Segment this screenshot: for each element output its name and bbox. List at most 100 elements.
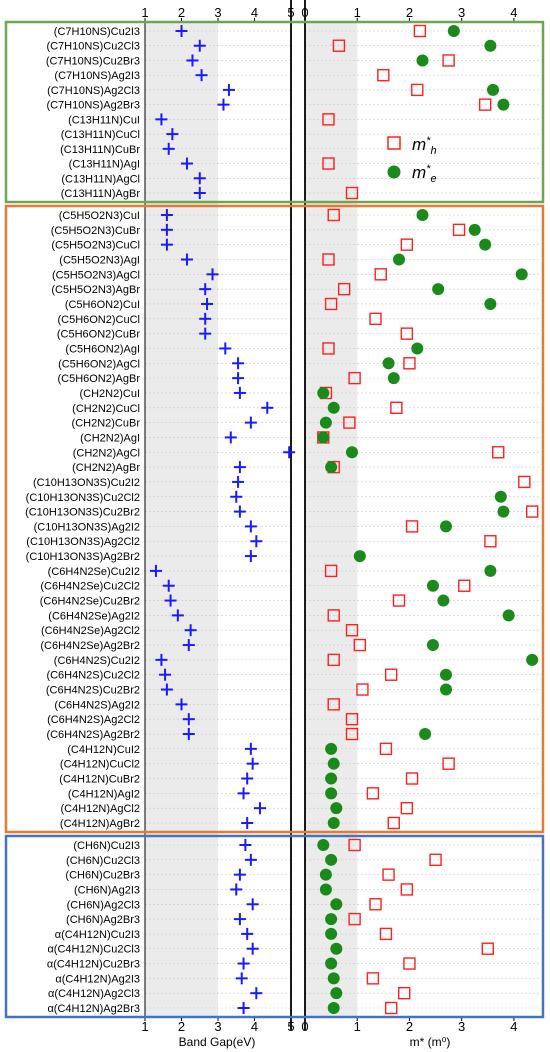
electron-mass-marker (502, 609, 515, 622)
row-label: (C13H11N)AgI (69, 159, 140, 171)
row-label: (CH6N)Ag2Br3 (66, 914, 140, 926)
group-boxes (4, 20, 545, 1019)
gridlines (145, 30, 540, 1009)
electron-mass-marker (484, 564, 497, 577)
electron-mass-marker (432, 283, 445, 296)
row-label: (C5H5O2N3)AgCl (52, 269, 140, 281)
electron-mass-marker (426, 639, 439, 652)
row-label: (C10H13ON3S)Cu2I2 (33, 477, 140, 489)
right-top-tick-label: 3 (458, 5, 465, 20)
electron-mass-marker (325, 461, 338, 474)
electron-mass-marker (330, 987, 343, 1000)
row-label: α(C4H12N)Cu2I3 (55, 929, 140, 941)
hole-mass-marker (366, 787, 380, 800)
left-top-tick-label: 3 (214, 5, 221, 20)
electron-mass-marker (419, 728, 432, 741)
hole-mass-marker (332, 39, 346, 52)
row-label: (C7H10NS)Cu2I3 (54, 26, 140, 38)
row-label: (CH2N2)CuI (79, 388, 140, 400)
electron-mass-marker (497, 98, 510, 111)
electron-mass-marker (526, 653, 539, 666)
row-label: (CH2N2)AgI (80, 432, 140, 444)
electron-mass-marker (330, 802, 343, 815)
hole-mass-marker (345, 727, 359, 741)
group-box-1 (4, 20, 545, 204)
hole-mass-marker (377, 68, 390, 82)
row-label: (C10H13ON3S)Cu2Br2 (25, 507, 140, 519)
row-label: (C13H11N)AgCl (61, 173, 140, 185)
row-label: (C6H4N2S)Ag2Cl2 (47, 714, 140, 726)
hole-mass-marker (327, 208, 340, 222)
electron-mass-marker (317, 431, 330, 444)
electron-mass-marker (319, 883, 332, 896)
row-label: (C7H10NS)Ag2I3 (54, 70, 140, 82)
electron-mass-marker (393, 253, 405, 266)
right-bottom-tick-label: 1 (354, 1019, 361, 1034)
row-label: (CH6N)Ag2I3 (74, 884, 140, 896)
row-label: (C5H6ON2)AgI (65, 343, 140, 355)
hole-mass-marker (442, 54, 455, 67)
row-label: (C6H4N2Se)Cu2Cl2 (40, 581, 140, 593)
row-label: (C6H4N2S)Cu2Cl2 (46, 670, 140, 682)
electron-mass-marker (440, 668, 452, 681)
hole-mass-marker (484, 535, 497, 548)
row-label: α(C4H12N)Cu2Br3 (47, 959, 140, 971)
row-label: (CH6N)Ag2Cl3 (67, 899, 140, 911)
electron-mass-marker (416, 54, 429, 67)
row-label: (C4H12N)AgI2 (68, 788, 140, 800)
row-label: (C5H5O2N3)AgI (59, 254, 140, 266)
row-label: (C7H10NS)Cu2Cl3 (46, 41, 140, 53)
row-label: (C6H4N2S)Cu2I2 (54, 655, 140, 667)
left-top-tick-label: 1 (141, 5, 148, 20)
row-label: (C13H11N)CuI (68, 114, 140, 126)
electron-mass-marker (484, 39, 497, 52)
hole-mass-marker (348, 371, 361, 385)
right-axis-title: m* (m⁰) (410, 1035, 451, 1049)
electron-mass-marker (447, 25, 460, 37)
hole-mass-marker (481, 942, 494, 955)
left-top-tick-label: 2 (178, 5, 185, 20)
row-label: (C7H10NS)Ag2Br3 (46, 100, 140, 112)
hole-mass-marker (400, 801, 414, 815)
left-bottom-tick-label: 3 (214, 1019, 221, 1034)
hole-mass-marker (442, 757, 455, 770)
row-label: α(C4H12N)Ag2Br3 (47, 1003, 140, 1015)
right-top-tick-label: 1 (354, 5, 361, 20)
row-label: (C7H10NS)Cu2Br3 (46, 55, 140, 67)
electron-mass-marker (325, 853, 338, 866)
hole-mass-marker (345, 186, 359, 200)
left-top-tick-label: 4 (251, 5, 258, 20)
electron-mass-marker (325, 772, 338, 785)
electron-mass-marker (319, 416, 332, 429)
row-label: (CH2N2)AgCl (73, 447, 140, 459)
row-label: (C6H4N2Se)Cu2Br2 (40, 596, 140, 608)
electron-mass-marker (416, 209, 429, 221)
legend: m*h m*e (387, 135, 437, 185)
left-bottom-tick-label: 1 (141, 1019, 148, 1034)
legend-mh-label: m*h (412, 135, 437, 157)
hole-mass-marker (382, 868, 395, 881)
hole-mass-marker (337, 282, 351, 296)
row-label: (C6H4N2S)Ag2Br2 (46, 729, 140, 741)
electron-mass-marker (330, 942, 343, 955)
group-box-2 (4, 204, 545, 834)
hole-mass-marker (345, 624, 359, 637)
right-bottom-tick-label: 2 (406, 1019, 413, 1034)
hole-mass-marker (366, 972, 380, 985)
row-label: (C13H11N)CuCl (61, 129, 140, 141)
electron-mass-marker (479, 238, 492, 251)
group-box-3 (4, 834, 545, 1019)
left-bottom-tick-label: 5 (287, 1019, 294, 1034)
electron-mass-marker (494, 490, 507, 503)
axes (144, 0, 515, 1030)
hole-mass-marker (392, 594, 406, 607)
row-label: (CH6N)Cu2I3 (73, 840, 140, 852)
hole-mass-marker (405, 772, 419, 785)
row-label: (C13H11N)AgBr (61, 188, 141, 200)
left-top-tick-label: 5 (287, 5, 294, 20)
row-label: (C6H4N2S)Cu2Br2 (46, 685, 140, 697)
hole-mass-marker (322, 157, 335, 170)
hole-mass-marker (379, 927, 393, 941)
row-label: (C4H12N)CuBr2 (59, 774, 140, 786)
row-label: (C5H6ON2)AgCl (58, 358, 140, 370)
